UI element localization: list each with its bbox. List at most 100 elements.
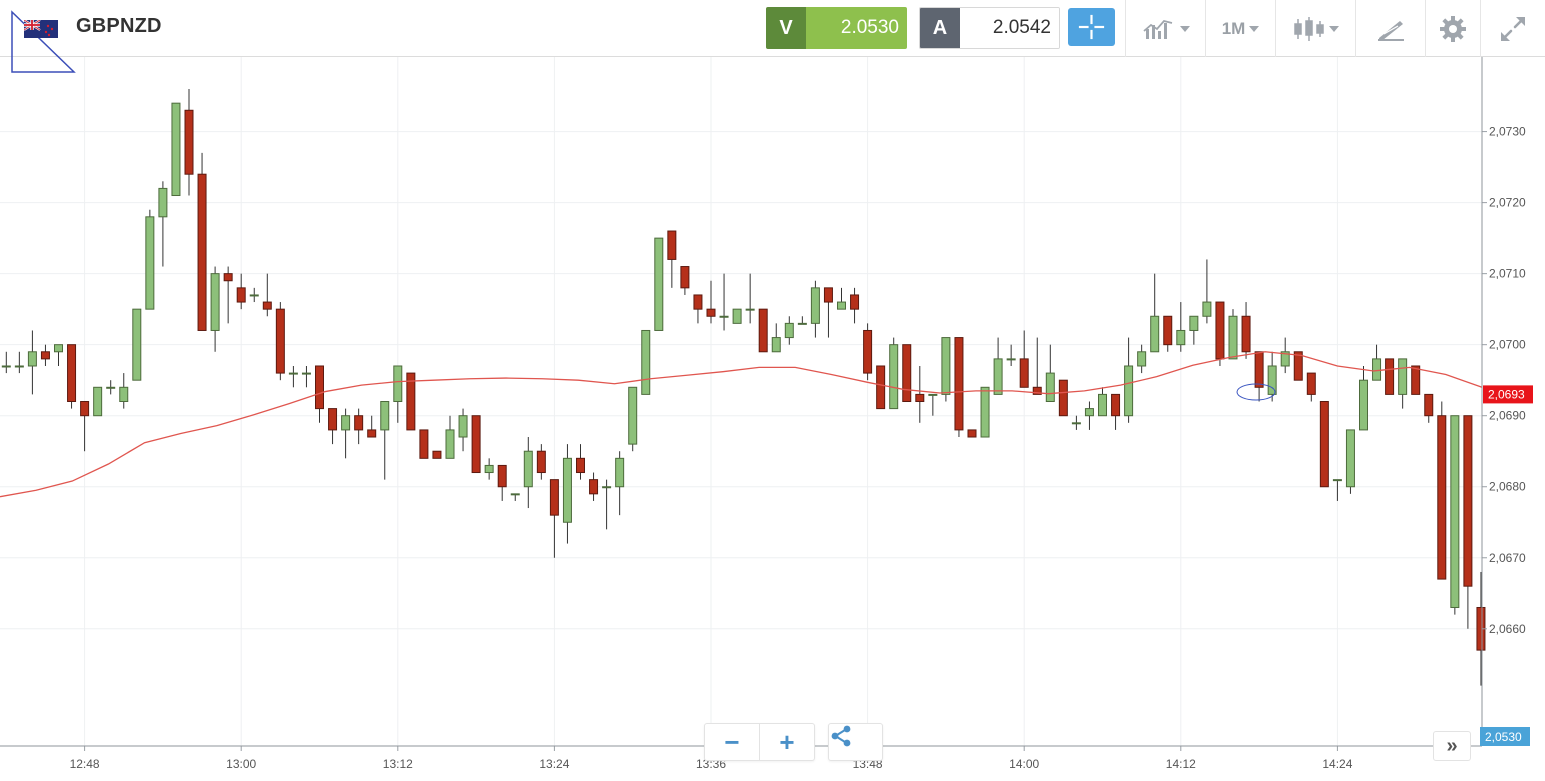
candle-body-down <box>549 479 559 516</box>
candle <box>589 472 599 501</box>
candle <box>928 393 938 416</box>
buy-label: A <box>920 8 960 48</box>
sell-button[interactable]: V 2.0530 <box>766 7 907 49</box>
candle <box>458 408 468 452</box>
drawing-tools-button[interactable] <box>1355 0 1425 57</box>
candle <box>576 444 585 480</box>
candle-body-down <box>967 429 977 438</box>
buy-button[interactable]: A 2.0542 <box>919 7 1060 49</box>
candle-body-up <box>1267 365 1277 395</box>
crosshair-button[interactable] <box>1068 8 1115 46</box>
candle-body-down <box>471 415 481 474</box>
candlestick-chart[interactable]: 2,0660 2,0670 2,0680 2,0690 2,0700 2,0710 2,07… <box>0 57 1545 781</box>
candle <box>419 429 429 459</box>
chart-type-button[interactable] <box>1125 0 1205 57</box>
candle-body-up <box>562 457 572 523</box>
candle-body-down <box>497 464 507 488</box>
candle-body-up <box>941 337 951 395</box>
candle <box>393 365 403 423</box>
candle <box>406 372 416 431</box>
candle <box>1098 387 1107 417</box>
candle-body-down <box>40 351 50 360</box>
candle <box>132 308 142 381</box>
candle <box>1202 259 1212 324</box>
candle <box>889 337 899 410</box>
candle-body-down <box>367 429 377 438</box>
timeframe-button[interactable]: 1M <box>1205 0 1275 57</box>
x-tick-label: 12:48 <box>70 757 100 771</box>
candle <box>680 266 690 295</box>
candle <box>810 280 820 338</box>
scroll-right-button[interactable]: » <box>1433 731 1471 761</box>
fullscreen-icon <box>1501 16 1525 41</box>
zoom-in-button[interactable]: + <box>759 724 814 760</box>
x-tick-label: 13:12 <box>383 757 413 771</box>
candle <box>1437 401 1447 580</box>
y-tick-label: 2,0670 <box>1489 551 1526 565</box>
price-chart[interactable]: 2,0660 2,0670 2,0680 2,0690 2,0700 2,0710 2,07… <box>0 57 1545 781</box>
candle-body-down <box>197 173 207 331</box>
candle-body-up <box>27 351 37 367</box>
candle-body-up <box>119 386 129 403</box>
candle <box>40 344 50 366</box>
share-icon <box>831 725 851 747</box>
candle <box>484 458 494 480</box>
candle-body-up <box>14 365 24 368</box>
bid-price-badge <box>1480 727 1530 746</box>
candle-body-up <box>993 358 1003 395</box>
candle-body-down <box>354 415 364 431</box>
candle <box>315 365 324 423</box>
candle-body-up <box>458 415 468 438</box>
candle-body-up <box>288 372 298 375</box>
candle <box>876 365 886 410</box>
current-price-label: 2,0693 <box>1488 387 1525 401</box>
candle <box>1045 344 1055 402</box>
candle <box>628 386 638 452</box>
candle-body-down <box>328 408 338 431</box>
candle <box>236 273 246 310</box>
candle <box>1163 315 1173 352</box>
chevron-down-icon <box>1249 25 1260 32</box>
candle <box>197 152 207 331</box>
candle-body-up <box>732 308 742 324</box>
candle <box>445 415 455 459</box>
candle <box>1398 358 1408 409</box>
candle-body-up <box>784 322 794 339</box>
candle <box>549 479 559 558</box>
candle-style-button[interactable] <box>1275 0 1355 57</box>
candle <box>993 337 1003 395</box>
candle-body-up <box>797 322 807 325</box>
candle <box>171 102 181 197</box>
candle <box>249 287 259 303</box>
candle <box>288 365 298 388</box>
candle <box>184 88 194 196</box>
candle <box>119 373 129 409</box>
candle <box>328 408 338 445</box>
candle <box>341 408 351 459</box>
candle <box>301 365 311 388</box>
fullscreen-button[interactable] <box>1480 0 1545 57</box>
settings-button[interactable] <box>1425 0 1480 57</box>
candle <box>719 273 729 331</box>
candle-body-up <box>158 187 168 218</box>
candle <box>1306 372 1316 402</box>
share-button[interactable] <box>828 723 883 761</box>
y-tick-label: 2,0680 <box>1489 480 1526 494</box>
gear-icon <box>1440 15 1466 42</box>
candle-body-down <box>823 287 833 303</box>
candle-body-up <box>928 393 938 396</box>
candle-body-up <box>380 401 390 431</box>
candle-body-down <box>67 344 77 403</box>
candle <box>523 437 533 509</box>
zoom-out-button[interactable]: − <box>724 727 740 757</box>
candle-body-down <box>1385 358 1395 395</box>
buy-price: 2.0542 <box>960 8 1059 48</box>
candle <box>1006 344 1016 366</box>
candle-body-up <box>1280 351 1290 367</box>
candle-body-up <box>341 415 351 431</box>
candle-body-up <box>445 429 455 459</box>
candle-body-down <box>1058 379 1068 417</box>
candle-body-down <box>432 450 442 459</box>
candle-body-down <box>1254 351 1264 388</box>
candle-body-up <box>301 372 311 375</box>
